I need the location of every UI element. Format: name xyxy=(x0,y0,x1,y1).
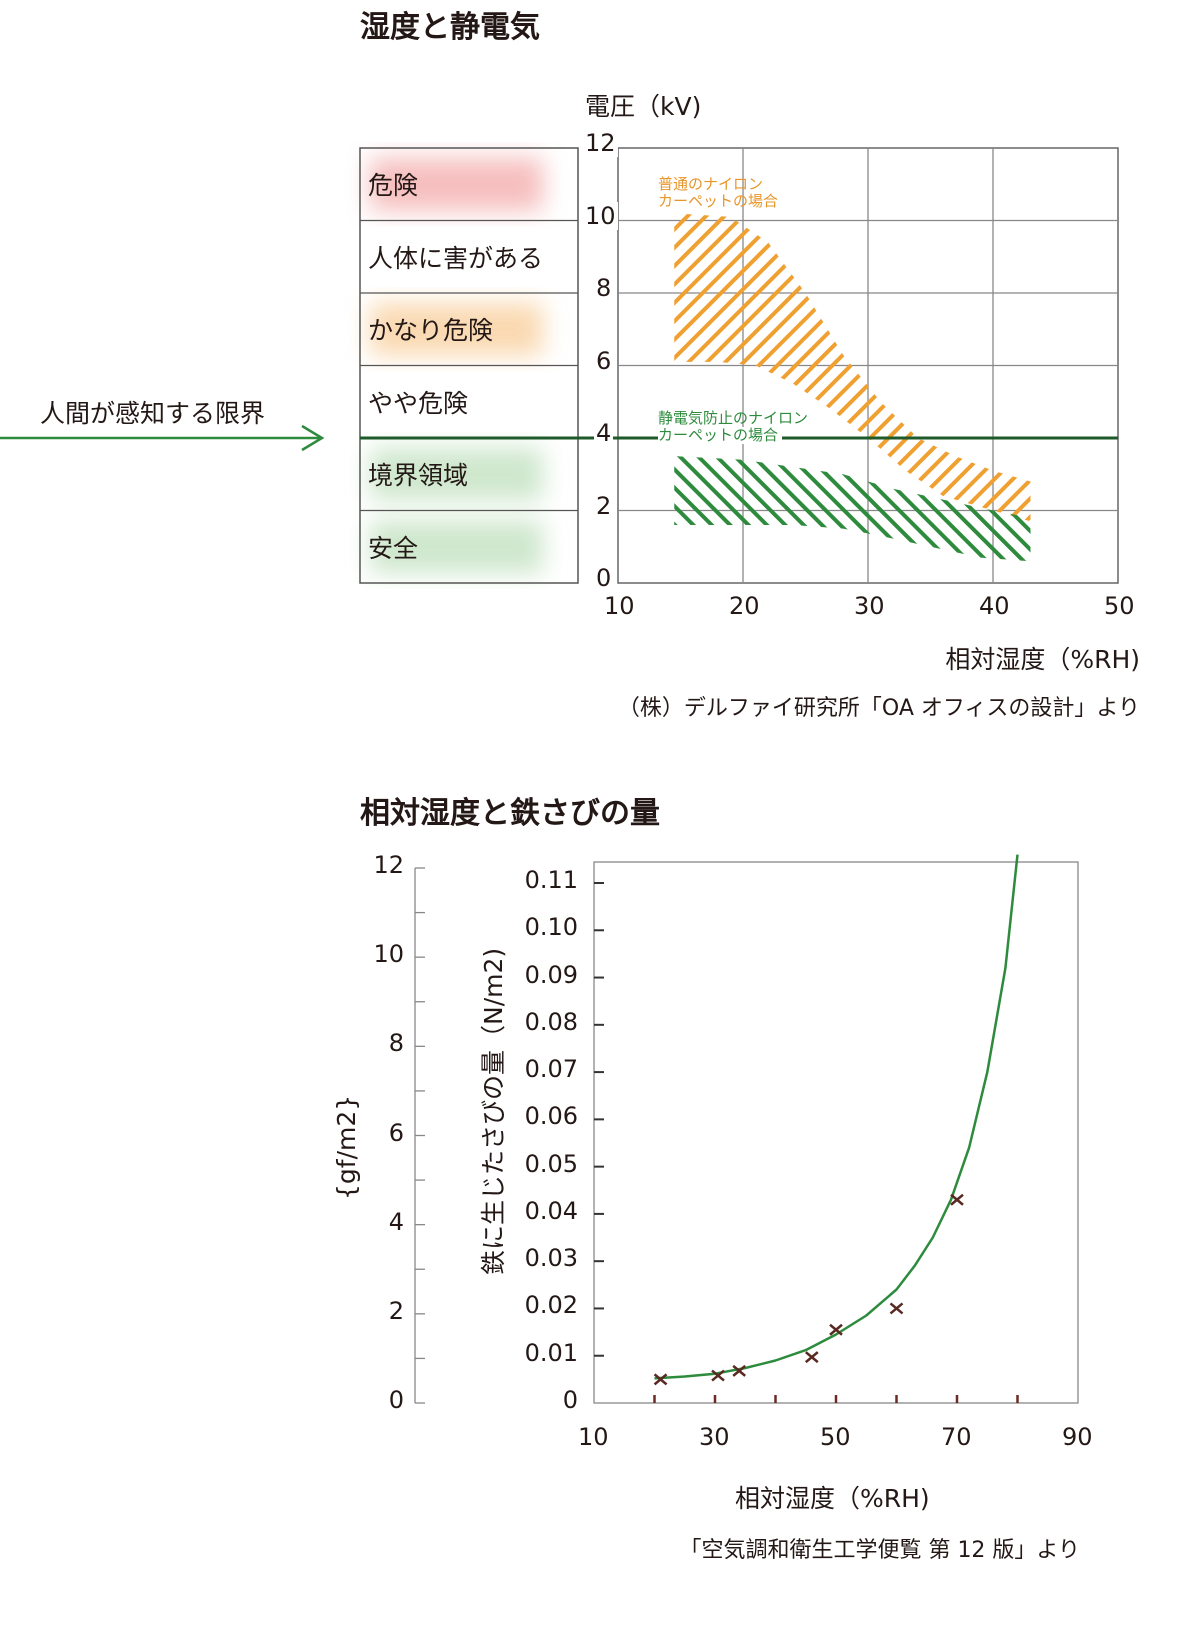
antistatic-series-label: 静電気防止のナイロン カーペットの場合 xyxy=(658,410,808,444)
chart2-left-y-tick: 4 xyxy=(388,1207,404,1236)
measured-point xyxy=(732,1364,747,1377)
chart1-y-tick: 8 xyxy=(594,274,614,302)
chart2-xlabel: 相対湿度（%RH) xyxy=(735,1484,930,1513)
chart2-y-tick: 0.04 xyxy=(524,1196,578,1225)
nylon-series-label-line1: 普通のナイロン xyxy=(658,175,764,193)
chart2-y-tick: 0.01 xyxy=(524,1338,578,1367)
zone-band-2 xyxy=(370,303,543,356)
chart1-y-tick: 6 xyxy=(594,346,614,375)
measured-point xyxy=(829,1323,843,1336)
chart1-y-tick: 12 xyxy=(583,129,618,157)
zone-band-4 xyxy=(370,448,543,501)
nylon-series-label: 普通のナイロン カーペットの場合 xyxy=(658,176,778,210)
chart1-x-tick: 20 xyxy=(729,592,760,620)
chart2-x-tick: 30 xyxy=(699,1423,730,1451)
chart2-y-tick: 0.10 xyxy=(524,913,578,942)
measured-point xyxy=(950,1193,964,1206)
chart2-y-tick: 0.02 xyxy=(524,1291,578,1320)
chart2-left-y-tick: 2 xyxy=(388,1296,404,1325)
chart1-x-tick: 10 xyxy=(604,592,635,620)
chart2-left-ylabel: {gf/m2} xyxy=(332,1094,361,1200)
zone-band-0 xyxy=(370,158,543,211)
chart1-source: （株）デルファイ研究所「OA オフィスの設計」より xyxy=(617,696,1140,721)
measured-point xyxy=(653,1373,668,1386)
rust-fit-curve xyxy=(654,854,1019,1380)
chart1-y-tick: 2 xyxy=(594,491,614,520)
chart2-y-tick: 0.05 xyxy=(524,1149,578,1178)
chart2-y-tick: 0.11 xyxy=(524,866,578,894)
chart1-ylabel: 電圧（kV) xyxy=(585,92,702,121)
chart1-x-tick: 30 xyxy=(854,592,885,620)
chart2-left-y-tick: 6 xyxy=(388,1118,404,1147)
nylon-band xyxy=(674,213,1031,522)
chart1-xlabel: 相対湿度（%RH) xyxy=(945,645,1140,674)
zone-label: 人体に害がある xyxy=(368,243,544,273)
chart2-y-tick: 0 xyxy=(562,1386,578,1414)
measured-point xyxy=(711,1369,725,1382)
chart1-y-tick: 10 xyxy=(583,201,618,230)
zone-label: 危険 xyxy=(368,171,419,201)
zone-band-5 xyxy=(370,520,543,573)
threshold-label: 人間が感知する限界 xyxy=(40,399,266,428)
chart1-title: 湿度と静電気 xyxy=(360,10,540,45)
chart2-y-tick: 0.08 xyxy=(524,1007,578,1036)
chart2-y-tick: 0.09 xyxy=(524,960,578,989)
chart2-frame xyxy=(593,861,1079,1404)
chart2-left-y-tick: 12 xyxy=(373,851,404,879)
zone-label: かなり危険 xyxy=(368,316,494,346)
chart1-y-tick: 0 xyxy=(594,564,614,592)
antistatic-band xyxy=(674,456,1031,562)
chart2-ylabel: 鉄に生じたさびの量（N/m2) xyxy=(479,947,508,1275)
chart2-x-tick: 70 xyxy=(941,1423,972,1451)
chart2-title: 相対湿度と鉄さびの量 xyxy=(360,796,660,831)
chart2-x-tick: 90 xyxy=(1062,1423,1093,1451)
antistatic-series-label-line1: 静電気防止のナイロン xyxy=(658,409,809,427)
chart2-y-tick: 0.07 xyxy=(524,1055,578,1084)
chart1-x-tick: 50 xyxy=(1104,592,1135,620)
chart2-x-tick: 50 xyxy=(820,1423,851,1451)
arrow-head-icon xyxy=(301,424,325,452)
chart2-y-tick: 0.06 xyxy=(524,1102,578,1131)
measured-point xyxy=(804,1351,819,1364)
zone-label: 安全 xyxy=(368,533,419,563)
nylon-series-label-line2: カーペットの場合 xyxy=(658,192,779,210)
chart2-source: 「空気調和衛生工学便覧 第 12 版」より xyxy=(679,1538,1080,1563)
measured-point xyxy=(889,1302,904,1315)
chart2-left-y-tick: 0 xyxy=(388,1386,404,1414)
chart2-left-y-tick: 8 xyxy=(388,1029,404,1058)
chart1-y-tick: 4 xyxy=(594,419,614,447)
zone-label: やや危険 xyxy=(368,388,469,418)
chart2-y-tick: 0.03 xyxy=(524,1244,578,1273)
chart2-left-y-tick: 10 xyxy=(373,940,404,969)
chart1-x-tick: 40 xyxy=(979,592,1010,620)
chart2-x-tick: 10 xyxy=(578,1423,609,1451)
zone-label: 境界領域 xyxy=(368,461,469,491)
antistatic-series-label-line2: カーペットの場合 xyxy=(658,427,783,444)
